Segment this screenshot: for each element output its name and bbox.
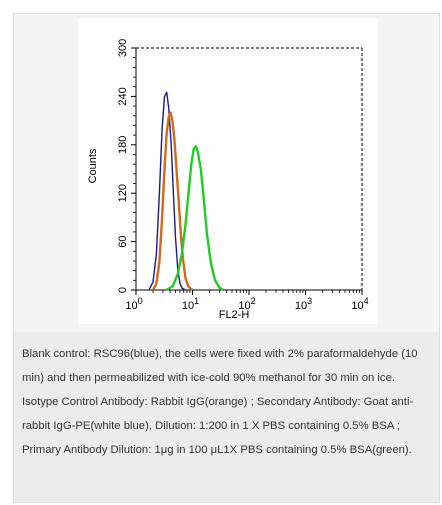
caption-paragraph-blank-control: Blank control: RSC96(blue), the cells we… xyxy=(22,348,418,384)
figure-area: 0 60 120 180 240 300 100 101 102 103 104 FL2-H Cou… xyxy=(14,14,439,326)
series-line-0 xyxy=(148,91,186,291)
x-tick-label: 103 xyxy=(295,296,312,312)
y-axis-title: Counts xyxy=(87,148,99,183)
y-tick-label: 60 xyxy=(117,235,129,247)
x-tick-label: 102 xyxy=(238,296,255,312)
plot-panel: 0 60 120 180 240 300 100 101 102 103 104 FL2-H Cou… xyxy=(78,18,378,324)
y-tick-label: 0 xyxy=(117,287,129,293)
x-tick-label: 100 xyxy=(125,296,142,312)
y-tick-label: 120 xyxy=(117,184,129,202)
caption-paragraph-antibodies: Isotype Control Antibody: Rabbit IgG(ora… xyxy=(22,396,414,456)
figure-card: 0 60 120 180 240 300 100 101 102 103 104 FL2-H Cou… xyxy=(13,13,440,503)
x-tick-label: 104 xyxy=(351,296,368,312)
flow-cytometry-histogram: 0 60 120 180 240 300 100 101 102 103 104 FL2-H Cou… xyxy=(87,39,369,321)
series-layer xyxy=(148,91,224,292)
y-tick-label: 300 xyxy=(117,39,129,57)
x-axis-title: FL2-H xyxy=(219,309,250,321)
series-line-1 xyxy=(151,111,194,291)
figure-caption: Blank control: RSC96(blue), the cells we… xyxy=(14,332,439,502)
axes xyxy=(135,47,363,291)
ticks-layer: 0 60 120 180 240 300 100 101 102 103 104 xyxy=(117,39,369,312)
y-tick-label: 180 xyxy=(117,136,129,154)
x-tick-label: 101 xyxy=(182,296,199,312)
series-line-2 xyxy=(166,145,224,292)
y-tick-label: 240 xyxy=(117,87,129,105)
